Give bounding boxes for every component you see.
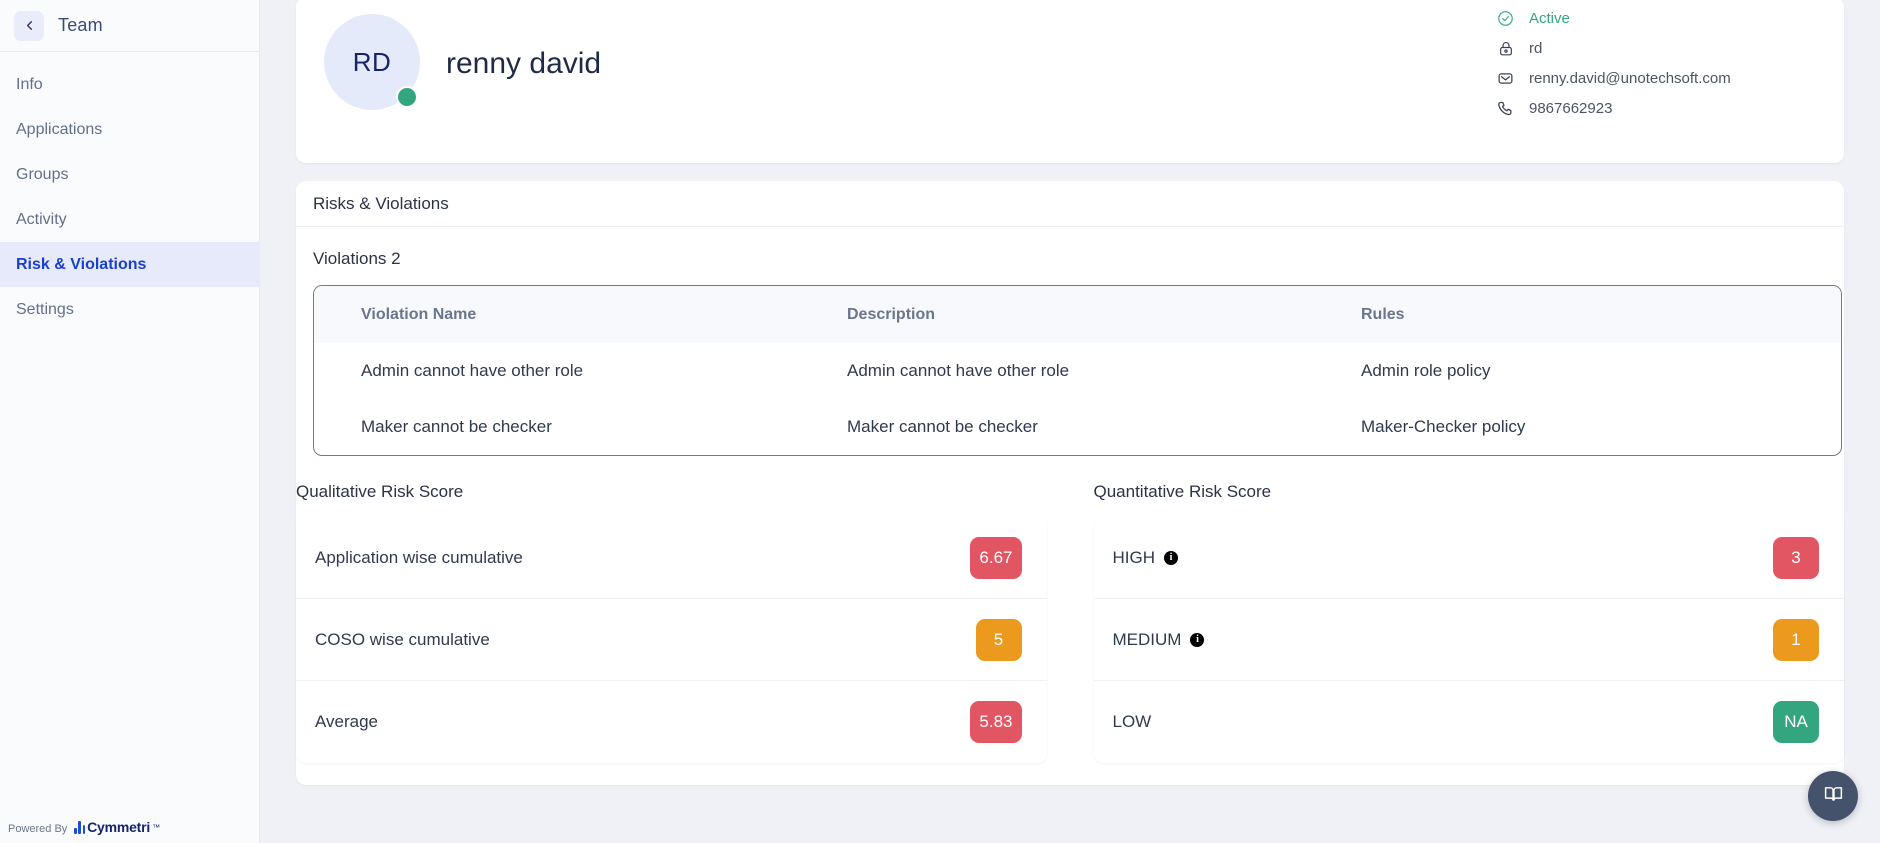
list-item[interactable]: Application wise cumulative 6.67 xyxy=(296,517,1047,599)
page-title: renny david xyxy=(446,47,602,80)
avatar: RD xyxy=(324,14,420,110)
violations-count-label: Violations 2 xyxy=(313,249,401,268)
qualitative-list: Application wise cumulative 6.67 COSO wi… xyxy=(296,517,1047,763)
violations-table: Violation Name Description Rules Admin c… xyxy=(313,285,1842,456)
cymmetri-bars-icon xyxy=(74,820,86,834)
qualitative-risk-panel: Qualitative Risk Score Application wise … xyxy=(296,482,1047,763)
risks-violations-card: Risks & Violations Violations 2 Violatio… xyxy=(296,181,1844,785)
phone-row: 9867662923 xyxy=(1496,99,1844,118)
profile-card: RD renny david Active xyxy=(296,0,1844,163)
email-value: renny.david@unotechsoft.com xyxy=(1529,70,1731,87)
powered-by-label: Powered By xyxy=(8,823,68,835)
back-button[interactable] xyxy=(14,10,44,41)
cymmetri-logo: Cymmetri ™ xyxy=(74,819,160,835)
cymmetri-wordmark: Cymmetri xyxy=(87,819,151,835)
sidebar-item-groups[interactable]: Groups xyxy=(16,165,69,183)
cell-rules: Maker-Checker policy xyxy=(1361,417,1526,436)
column-header-description: Description xyxy=(847,305,936,323)
qualitative-title: Qualitative Risk Score xyxy=(296,482,464,501)
quantitative-value-medium: 1 xyxy=(1773,618,1819,661)
qualitative-value-average: 5.83 xyxy=(970,701,1022,743)
qualitative-label-coso: COSO wise cumulative xyxy=(315,629,490,649)
score-panels: Qualitative Risk Score Application wise … xyxy=(296,482,1844,763)
book-icon xyxy=(1823,783,1844,809)
cell-description: Maker cannot be checker xyxy=(847,417,1038,436)
column-header-violation-name: Violation Name xyxy=(361,305,477,323)
sidebar-item-info[interactable]: Info xyxy=(16,75,43,93)
quantitative-label-medium: MEDIUM xyxy=(1112,629,1182,649)
info-icon[interactable]: i xyxy=(1164,550,1178,565)
chevron-left-icon xyxy=(22,18,37,33)
quantitative-risk-panel: Quantitative Risk Score HIGH i 3 MEDIUM xyxy=(1093,482,1845,763)
table-row[interactable]: Admin cannot have other role Admin canno… xyxy=(314,343,1841,399)
sidebar-item-settings[interactable]: Settings xyxy=(16,300,74,318)
sidebar-header: Team xyxy=(0,0,259,52)
quantitative-list: HIGH i 3 MEDIUM i 1 xyxy=(1093,517,1845,763)
username-value: rd xyxy=(1529,40,1543,57)
qualitative-value-coso: 5 xyxy=(975,618,1022,661)
list-item[interactable]: LOW NA xyxy=(1094,681,1845,763)
contact-details: Active rd xyxy=(1496,9,1844,118)
help-docs-button[interactable] xyxy=(1808,771,1858,821)
phone-value: 9867662923 xyxy=(1529,100,1613,117)
quantitative-label-high-wrap: HIGH i xyxy=(1112,547,1178,568)
quantitative-value-high: 3 xyxy=(1773,536,1819,579)
risks-card-title: Risks & Violations xyxy=(296,181,1844,227)
email-row: renny.david@unotechsoft.com xyxy=(1496,69,1844,88)
sidebar: Team Info Applications Groups Activity R… xyxy=(0,0,260,843)
table-header-row: Violation Name Description Rules xyxy=(314,286,1841,343)
cell-rules: Admin role policy xyxy=(1361,361,1491,380)
qualitative-label-application: Application wise cumulative xyxy=(315,547,523,567)
list-item[interactable]: COSO wise cumulative 5 xyxy=(296,599,1047,681)
status-badge: Active xyxy=(1529,10,1570,27)
sidebar-title: Team xyxy=(58,15,103,35)
list-item[interactable]: MEDIUM i 1 xyxy=(1093,599,1844,681)
check-circle-icon xyxy=(1496,9,1515,28)
username-row: rd xyxy=(1496,39,1844,58)
sidebar-nav: Info Applications Groups Activity Risk &… xyxy=(0,52,259,332)
status-row: Active xyxy=(1496,9,1844,28)
sidebar-item-risk-violations[interactable]: Risk & Violations xyxy=(0,242,259,287)
quantitative-title: Quantitative Risk Score xyxy=(1093,482,1272,501)
quantitative-value-low: NA xyxy=(1773,701,1819,743)
quantitative-label-medium-wrap: MEDIUM i xyxy=(1113,630,1205,650)
cell-violation-name: Admin cannot have other role xyxy=(361,361,584,380)
column-header-rules: Rules xyxy=(1361,305,1405,323)
table-row[interactable]: Maker cannot be checker Maker cannot be … xyxy=(314,399,1841,455)
powered-by: Powered By Cymmetri ™ xyxy=(8,819,160,835)
list-item[interactable]: Average 5.83 xyxy=(296,681,1047,763)
avatar-wrapper: RD xyxy=(324,14,420,110)
main-content: RD renny david Active xyxy=(260,0,1880,843)
qualitative-value-application: 6.67 xyxy=(970,536,1022,579)
cell-description: Admin cannot have other role xyxy=(847,361,1070,380)
qualitative-label-average: Average xyxy=(315,712,379,731)
quantitative-label-high: HIGH xyxy=(1112,547,1156,567)
quantitative-label-low: LOW xyxy=(1112,712,1152,731)
envelope-icon xyxy=(1496,69,1515,88)
cell-violation-name: Maker cannot be checker xyxy=(361,417,552,436)
sidebar-item-applications[interactable]: Applications xyxy=(16,120,103,138)
lock-icon xyxy=(1496,39,1515,58)
trademark-symbol: ™ xyxy=(152,822,161,832)
sidebar-item-activity[interactable]: Activity xyxy=(16,210,67,228)
phone-icon xyxy=(1496,99,1515,118)
online-status-dot xyxy=(396,86,418,108)
info-icon[interactable]: i xyxy=(1190,632,1205,647)
list-item[interactable]: HIGH i 3 xyxy=(1093,517,1844,599)
